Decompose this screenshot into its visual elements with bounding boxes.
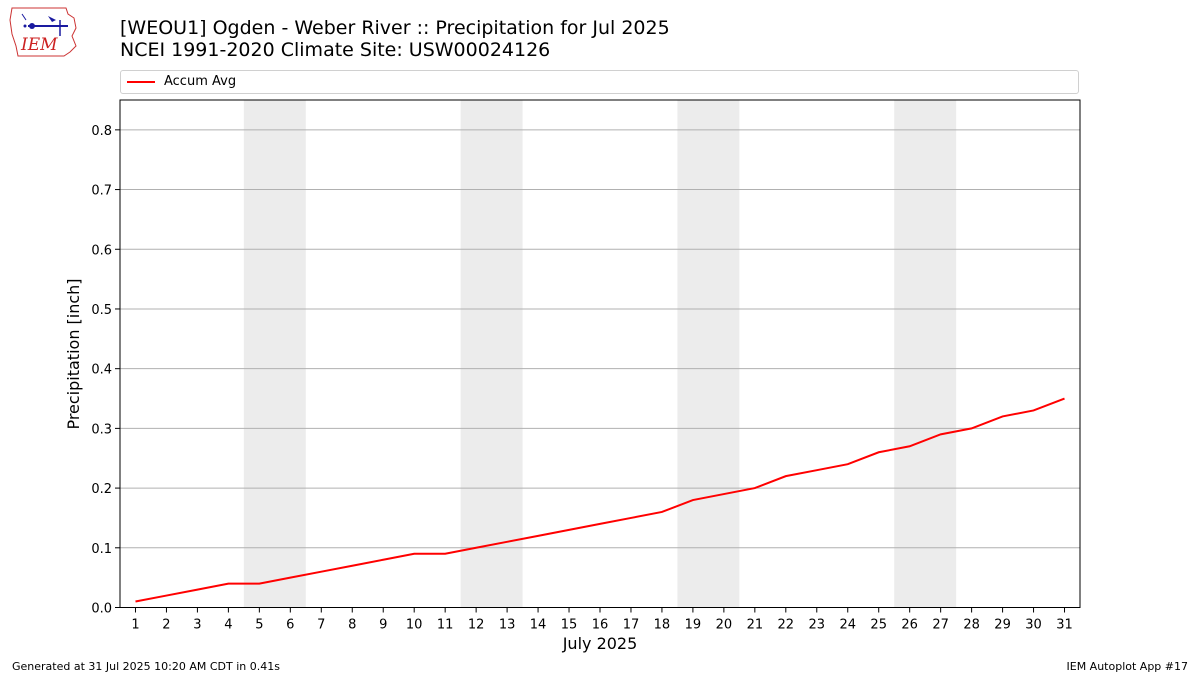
y-tick-label: 0.4 <box>91 363 112 378</box>
x-tick-label: 30 <box>1025 618 1042 633</box>
app-id: IEM Autoplot App #17 <box>1066 660 1189 673</box>
x-tick-label: 29 <box>994 618 1011 633</box>
x-tick-label: 31 <box>1056 618 1073 633</box>
x-tick-label: 7 <box>317 618 325 633</box>
legend-swatch <box>127 81 155 83</box>
x-tick-label: 9 <box>379 618 387 633</box>
x-tick-label: 26 <box>901 618 918 633</box>
x-tick-label: 20 <box>716 618 733 633</box>
x-tick-label: 12 <box>468 618 485 633</box>
y-tick-label: 0.7 <box>91 184 112 199</box>
x-tick-label: 8 <box>348 618 356 633</box>
y-tick-label: 0.2 <box>91 482 112 497</box>
x-tick-label: 17 <box>623 618 640 633</box>
x-tick-label: 15 <box>561 618 578 633</box>
weather-station-icon <box>21 13 68 36</box>
x-tick-label: 22 <box>778 618 795 633</box>
chart-title: [WEOU1] Ogden - Weber River :: Precipita… <box>120 17 670 61</box>
legend-label: Accum Avg <box>164 74 237 89</box>
x-tick-label: 2 <box>162 618 170 633</box>
x-tick-label: 13 <box>499 618 516 633</box>
weekend-shade-band <box>677 100 740 608</box>
x-axis-label: July 2025 <box>562 634 638 653</box>
x-tick-label: 5 <box>255 618 263 633</box>
x-tick-label: 10 <box>406 618 423 633</box>
x-tick-label: 23 <box>809 618 826 633</box>
weekend-shade-band <box>460 100 523 608</box>
x-tick-label: 4 <box>224 618 232 633</box>
y-axis-label: Precipitation [inch] <box>64 278 83 429</box>
chart-title-line-1: [WEOU1] Ogden - Weber River :: Precipita… <box>120 17 670 39</box>
iem-logo: IEM <box>9 7 77 57</box>
y-gridlines <box>120 129 1080 549</box>
x-tick-label: 25 <box>870 618 887 633</box>
x-tick-label: 6 <box>286 618 294 633</box>
x-tick-label: 1 <box>131 618 139 633</box>
x-tick-label: 24 <box>839 618 856 633</box>
x-axis-ticks: 1 2 3 4 5 6 7 8 9 10 11 12 13 14 15 16 17 18 19 20 21 22 23 24 2… <box>131 607 1073 633</box>
y-axis-ticks: 0.0 0.1 0.2 0.3 0.4 0.5 0.6 0.7 0.8 <box>91 124 120 617</box>
chart-title-line-2: NCEI 1991-2020 Climate Site: USW00024126 <box>120 39 551 61</box>
series-line-accum-avg <box>135 397 1065 603</box>
y-tick-label: 0.3 <box>91 422 112 437</box>
x-tick-label: 14 <box>530 618 547 633</box>
x-tick-label: 11 <box>437 618 454 633</box>
x-tick-label: 18 <box>654 618 671 633</box>
x-tick-label: 27 <box>932 618 949 633</box>
x-tick-label: 21 <box>747 618 764 633</box>
y-tick-label: 0.6 <box>91 243 112 258</box>
weekend-shading <box>243 100 957 608</box>
y-tick-label: 0.5 <box>91 303 112 318</box>
y-tick-label: 0.8 <box>91 124 112 139</box>
weekend-shade-band <box>894 100 957 608</box>
x-tick-label: 3 <box>193 618 201 633</box>
logo-text: IEM <box>20 35 58 55</box>
x-tick-label: 28 <box>963 618 980 633</box>
legend: Accum Avg <box>120 70 1079 94</box>
x-tick-label: 19 <box>685 618 702 633</box>
y-tick-label: 0.1 <box>91 542 112 557</box>
y-tick-label: 0.0 <box>91 602 112 617</box>
weekend-shade-band <box>243 100 306 608</box>
x-tick-label: 16 <box>592 618 609 633</box>
generated-timestamp: Generated at 31 Jul 2025 10:20 AM CDT in… <box>12 660 280 673</box>
